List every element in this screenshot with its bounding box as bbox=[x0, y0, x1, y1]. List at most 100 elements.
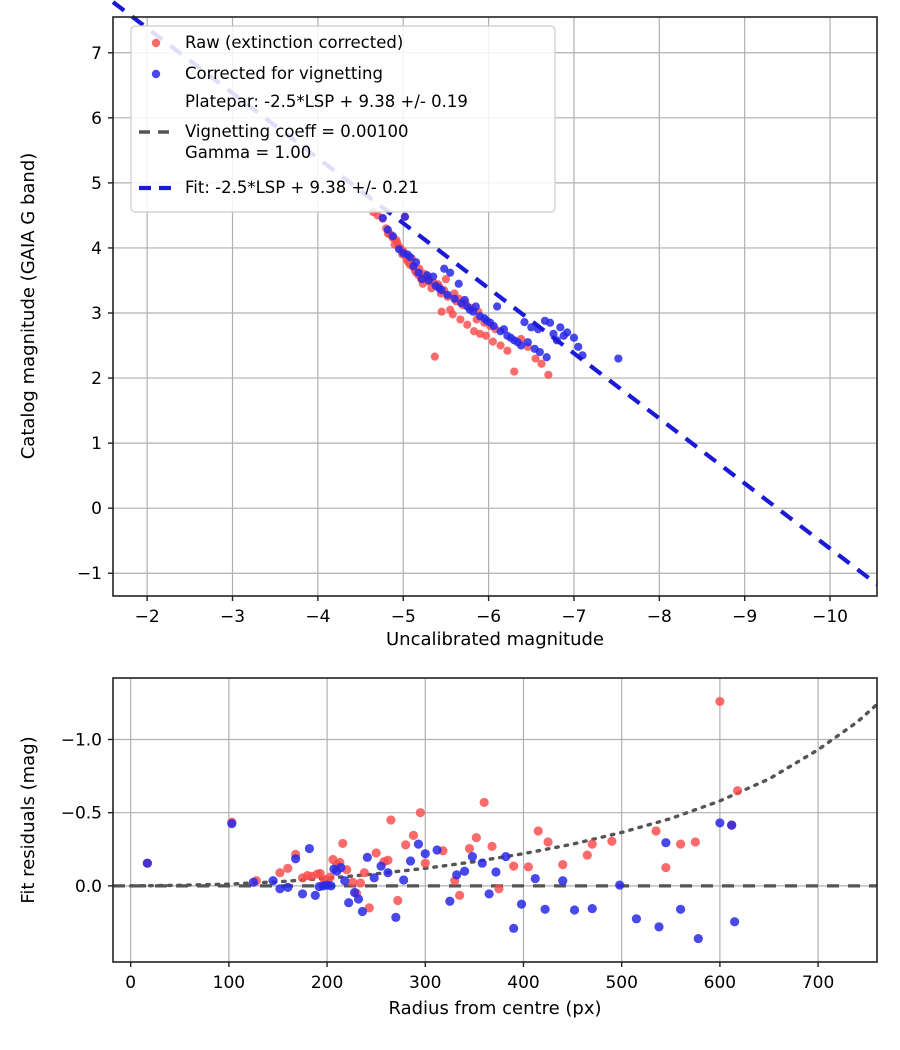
corrected-residual-point bbox=[383, 868, 393, 878]
raw-residual-point bbox=[533, 826, 543, 836]
legend-marker-raw bbox=[151, 38, 161, 48]
corrected-data-point bbox=[411, 258, 421, 267]
corrected-residual-point bbox=[540, 904, 550, 914]
corrected-data-point bbox=[450, 294, 459, 303]
corrected-residual-point bbox=[615, 880, 625, 890]
raw-data-point bbox=[441, 275, 451, 284]
corrected-residual-point bbox=[445, 896, 455, 906]
x-tick-label: −2 bbox=[135, 607, 160, 627]
corrected-residual-point bbox=[357, 906, 368, 917]
x-tick-label: 200 bbox=[311, 973, 343, 993]
raw-residual-point bbox=[464, 843, 475, 854]
raw-residual-point bbox=[651, 826, 661, 836]
corrected-residual-point bbox=[362, 852, 372, 862]
raw-residual-point bbox=[325, 872, 335, 882]
x-tick-label: −5 bbox=[391, 607, 416, 627]
upper-x-axis-label: Uncalibrated magnitude bbox=[386, 629, 604, 650]
raw-residual-point bbox=[471, 832, 481, 843]
raw-residual-point bbox=[415, 808, 425, 818]
corrected-residual-point bbox=[730, 917, 740, 927]
corrected-residual-point bbox=[484, 889, 494, 899]
y-tick-label: 0 bbox=[91, 499, 102, 519]
raw-residual-point bbox=[494, 884, 504, 894]
corrected-residual-point bbox=[304, 843, 314, 854]
corrected-data-point bbox=[499, 325, 509, 334]
raw-residual-point bbox=[420, 858, 430, 868]
raw-data-point bbox=[456, 315, 465, 324]
corrected-residual-point bbox=[558, 876, 568, 886]
corrected-residual-point bbox=[291, 854, 301, 864]
raw-data-point bbox=[488, 337, 497, 346]
y-tick-label: −0.5 bbox=[61, 804, 102, 824]
fit-line bbox=[111, 0, 879, 586]
raw-residual-point bbox=[732, 786, 743, 796]
raw-residual-point bbox=[338, 838, 348, 849]
lower-data-points bbox=[142, 696, 743, 944]
corrected-data-point bbox=[388, 232, 398, 241]
legend-label: Raw (extinction corrected) bbox=[185, 33, 403, 52]
corrected-residual-point bbox=[693, 933, 703, 944]
raw-data-point bbox=[430, 352, 439, 361]
raw-residual-point bbox=[715, 696, 725, 707]
corrected-data-point bbox=[414, 268, 423, 277]
corrected-residual-point bbox=[459, 866, 470, 876]
corrected-data-point bbox=[480, 314, 489, 323]
x-tick-label: −10 bbox=[812, 607, 848, 627]
corrected-data-point bbox=[556, 323, 565, 332]
raw-residual-point bbox=[393, 895, 403, 906]
raw-residual-point bbox=[582, 850, 592, 860]
raw-residual-point bbox=[408, 830, 419, 840]
x-tick-label: 300 bbox=[409, 973, 441, 993]
corrected-residual-point bbox=[268, 876, 278, 886]
corrected-residual-point bbox=[676, 904, 686, 914]
corrected-data-point bbox=[443, 290, 452, 299]
corrected-residual-point bbox=[452, 870, 462, 880]
corrected-residual-point bbox=[516, 899, 527, 909]
corrected-data-point bbox=[549, 329, 558, 338]
raw-data-point bbox=[463, 320, 472, 329]
raw-residual-point bbox=[275, 868, 285, 878]
y-tick-label: 4 bbox=[91, 239, 102, 259]
upper-fit-line bbox=[111, 0, 879, 586]
legend-label: Corrected for vignetting bbox=[185, 64, 383, 83]
x-tick-label: 700 bbox=[802, 973, 834, 993]
raw-data-point bbox=[448, 310, 457, 319]
corrected-data-point bbox=[403, 250, 412, 259]
corrected-residual-point bbox=[654, 922, 664, 932]
corrected-residual-point bbox=[369, 873, 379, 883]
corrected-residual-point bbox=[353, 894, 364, 904]
corrected-data-point bbox=[506, 333, 515, 342]
raw-residual-point bbox=[523, 862, 533, 872]
corrected-residual-point bbox=[142, 858, 152, 868]
corrected-residual-point bbox=[391, 912, 401, 922]
raw-residual-point bbox=[371, 848, 381, 858]
x-tick-label: −3 bbox=[220, 607, 245, 627]
legend: Raw (extinction corrected) Corrected for … bbox=[130, 25, 556, 213]
x-tick-label: 100 bbox=[213, 973, 245, 993]
lower-panel-fit-residuals: 0 100 200 300 400 500 600 700 0.0 −0.5 −1.0 Radius… bbox=[18, 677, 879, 1019]
raw-residual-point bbox=[607, 836, 617, 846]
corrected-data-point bbox=[446, 268, 455, 277]
corrected-residual-point bbox=[283, 882, 293, 892]
raw-residual-point bbox=[487, 841, 497, 851]
raw-data-point bbox=[537, 359, 546, 368]
legend-label: Gamma = 1.00 bbox=[185, 143, 311, 162]
corrected-data-point bbox=[569, 333, 579, 342]
raw-data-point bbox=[531, 354, 540, 363]
y-tick-label: 1 bbox=[91, 434, 102, 454]
lower-gridlines bbox=[113, 678, 877, 962]
corrected-data-point bbox=[378, 213, 387, 223]
corrected-data-point bbox=[383, 225, 392, 234]
corrected-residual-point bbox=[661, 838, 671, 848]
corrected-residual-point bbox=[715, 818, 725, 828]
raw-residual-point bbox=[364, 903, 374, 913]
raw-residual-point bbox=[676, 839, 686, 849]
raw-residual-point bbox=[479, 797, 489, 808]
x-tick-label: 500 bbox=[605, 973, 637, 993]
raw-residual-point bbox=[455, 890, 465, 900]
corrected-residual-point bbox=[326, 881, 336, 891]
upper-y-axis-label: Catalog magnitude (GAIA G band) bbox=[18, 153, 39, 460]
raw-data-point bbox=[496, 341, 505, 350]
